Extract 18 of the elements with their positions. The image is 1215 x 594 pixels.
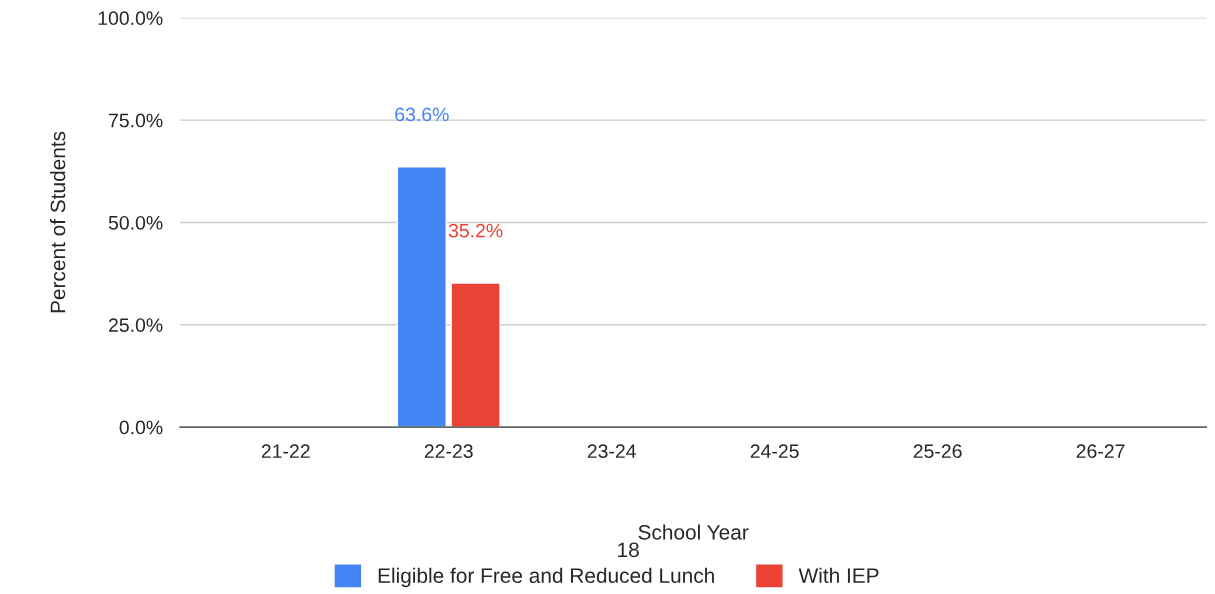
data-label: 63.6% <box>395 107 449 122</box>
x-axis-title: School Year <box>638 524 749 540</box>
y-axis-title: Percent of Students <box>50 131 66 313</box>
y-tick-label: 0.0% <box>119 420 163 435</box>
y-tick-label: 25.0% <box>109 318 163 333</box>
y-tick-label: 75.0% <box>109 113 163 128</box>
text: 18 <box>618 542 639 558</box>
legend-label: With IEP <box>798 567 879 583</box>
x-tick-label: 21-22 <box>261 444 310 458</box>
x-tick-label: 22-23 <box>424 444 473 459</box>
y-tick-label: 50.0% <box>108 215 163 230</box>
data-label: 35.2% <box>448 223 503 238</box>
x-tick-label: 26-27 <box>1076 444 1125 459</box>
legend-label: Eligible for Free and Reduced Lunch <box>378 567 714 588</box>
x-tick-label: 24-25 <box>750 444 799 459</box>
x-tick-label: 23-24 <box>587 444 636 459</box>
x-tick-label: 25-26 <box>913 444 962 459</box>
y-tick-label: 100.0% <box>98 11 163 26</box>
